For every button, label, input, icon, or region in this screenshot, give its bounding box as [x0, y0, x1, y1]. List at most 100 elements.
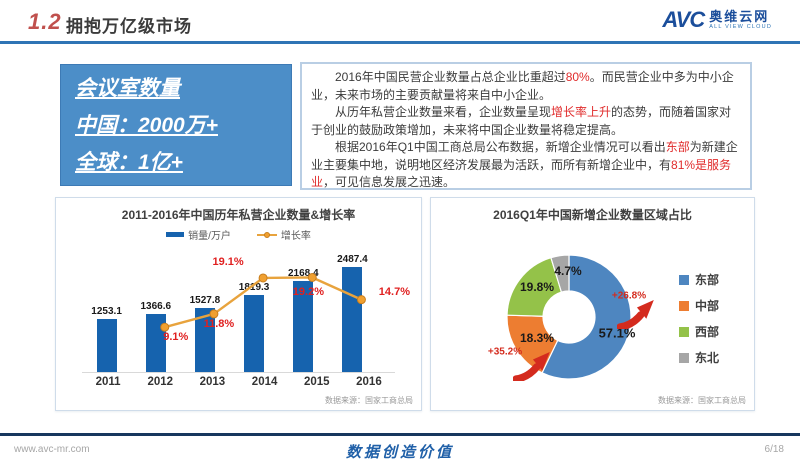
legend-label: 西部 [695, 325, 720, 339]
logo-abbr: AVC [662, 7, 705, 32]
bar-value-label: 1527.8 [189, 294, 221, 306]
donut-chart-title: 2016Q1年中国新增企业数量区域占比 [493, 208, 692, 222]
highlight-box: 会议室数量中国：2000万+ 全球：1亿+ [60, 64, 292, 186]
section-number: 1.2 [28, 9, 62, 34]
x-axis-label: 2012 [147, 376, 174, 388]
bar-chart-panel: 2011-2016年中国历年私营企业数量&增长率 销量/万户 增长率 1253.1… [55, 197, 422, 411]
annotation-arrow [616, 299, 655, 334]
body-text: 为新建企业主要集中地，说明地区经济发展最为活跃，而所有新增企业中，有 [311, 140, 738, 172]
logo-name-cn: 奥维云网 [709, 8, 770, 24]
line-swatch-icon [256, 231, 277, 239]
line-marker [258, 273, 268, 283]
x-axis-label: 2013 [199, 376, 226, 388]
summary-paragraph: 2016年中国民营企业数量占总企业比重超过80%。而民营企业中多为中小企业，未来… [311, 69, 741, 104]
donut-area: 57.1% 18.3% 19.8% 4.7% +26.8% +35.2% 东部中部西部东北 [431, 225, 754, 393]
body-text: 根据2016年Q1中国工商总局公布数据，新增企业情况可以看出 [335, 140, 666, 154]
highlight-text: 增长率上升 [551, 105, 612, 119]
logo-name-en: ALL VIEW CLOUD [709, 23, 772, 30]
summary-paragraph: 根据2016年Q1中国工商总局公布数据，新增企业情况可以看出东部为新建企业主要集… [311, 139, 741, 189]
growth-annotation: +35.2% [487, 346, 523, 358]
legend-label: 增长率 [280, 231, 311, 242]
bar-legend: 销量/万户 增长率 [56, 227, 421, 242]
x-axis-label: 2014 [251, 376, 278, 388]
summary-paragraphs: 2016年中国民营企业数量占总企业比重超过80%。而民营企业中多为中小企业，未来… [311, 69, 741, 189]
footer-website: www.avc-mr.com [14, 444, 90, 455]
highlight-line: 中国：2000万+ [75, 113, 218, 137]
growth-rate-label: 19.1% [212, 255, 244, 268]
x-axis-label: 2015 [303, 376, 330, 388]
legend-swatch-icon [679, 274, 689, 285]
legend-item: 销量/万户 [166, 227, 231, 242]
bar-value-label: 2168.4 [287, 267, 319, 279]
footer-slogan: 数据创造价值 [345, 443, 454, 461]
legend-swatch-icon [679, 300, 689, 311]
slice-percent-label: 4.7% [554, 264, 582, 278]
slice-percent-label: 57.1% [598, 325, 636, 341]
red-arrow-icon [616, 299, 654, 331]
legend-label: 中部 [695, 299, 720, 313]
slice-percent-label: 18.3% [519, 331, 555, 345]
x-axis-label: 2016 [356, 376, 382, 388]
donut-slice [550, 254, 570, 293]
line-marker [160, 322, 170, 332]
highlight-text: 80% [565, 70, 590, 84]
growth-annotation: +26.8% [611, 290, 647, 302]
bar-chart-title: 2011-2016年中国历年私营企业数量&增长率 [121, 208, 356, 222]
legend-label: 东北 [695, 351, 720, 365]
legend-label: 东部 [695, 273, 720, 287]
line-marker [209, 309, 219, 319]
growth-rate-label: 14.7% [378, 285, 411, 298]
highlight-line: 会议室数量 [75, 76, 180, 100]
donut-legend: 东部 中部 西部 东北 [679, 271, 719, 366]
body-text: 的态势，而随着国家对于创业的鼓励政策增加，未来将中国企业数量将稳定提高。 [311, 105, 732, 137]
footer: www.avc-mr.com 数据创造价值 6/18 [0, 433, 800, 467]
highlight-line: 全球：1亿+ [75, 150, 183, 174]
slice-percent-label: 19.8% [519, 280, 555, 294]
bar-value-label: 1819.3 [238, 282, 270, 294]
summary-paragraph: 从历年私营企业数量来看，企业数量呈现增长率上升的态势，而随着国家对于创业的鼓励政… [311, 104, 741, 139]
bar [194, 307, 215, 372]
growth-rate-label: 19.2% [292, 285, 325, 298]
bar [96, 319, 117, 372]
legend-swatch-icon [679, 326, 689, 337]
legend-item: 增长率 [256, 227, 311, 242]
x-axis-label: 2011 [95, 376, 121, 388]
avc-logo: AVC 奥维云网 ALL VIEW CLOUD [662, 7, 772, 33]
highlight-text: 东部 [665, 140, 690, 154]
bar-value-label: 1253.1 [91, 306, 122, 318]
header: 1.2 拥抱万亿级市场 AVC 奥维云网 ALL VIEW CLOUD [0, 0, 800, 44]
legend-item: 西部 [679, 323, 719, 340]
page-number: 6/18 [764, 444, 784, 455]
growth-line [160, 272, 366, 332]
red-arrow-icon [512, 351, 550, 383]
donut-chart-panel: 2016Q1年中国新增企业数量区域占比 57.1% 18.3% 19.8% 4.7% +… [430, 197, 755, 411]
line-marker [307, 272, 317, 282]
bar-swatch-icon [166, 232, 185, 237]
bar [293, 280, 314, 372]
legend-item: 东北 [679, 349, 719, 366]
body-text: 。而民营企业中多为中小企业，未来市场的主要贡献量将来自中小企业。 [311, 70, 734, 102]
highlight-text: 81%是服务业 [311, 157, 732, 189]
legend-label: 销量/万户 [188, 231, 231, 242]
body-text: 从历年私营企业数量来看，企业数量呈现 [335, 105, 552, 119]
bar-plot: 1253.1 1366.6 1527.8 1819.3 2168.4 2487.4 9.1%… [82, 244, 410, 372]
summary-panel: 2016年中国民营企业数量占总企业比重超过80%。而民营企业中多为中小企业，未来… [300, 62, 752, 190]
donut-slice [541, 254, 632, 380]
donut-source-note: 数据来源：国家工商总局 [658, 396, 746, 405]
body-text: ，可见信息发展之迅速。 [323, 175, 456, 189]
growth-rate-label: 11.8% [203, 317, 235, 330]
legend-item: 东部 [679, 271, 719, 288]
bar-source-note: 数据来源：国家工商总局 [325, 396, 413, 405]
page-title: 拥抱万亿级市场 [66, 17, 192, 36]
legend-item: 中部 [679, 297, 719, 314]
growth-rate-label: 9.1% [163, 331, 189, 344]
annotation-arrow [512, 351, 551, 386]
bar-x-axis: 2011 2012 2013 2014 2015 2016 [82, 372, 395, 388]
line-marker [356, 295, 366, 305]
bar-value-label: 2487.4 [337, 254, 368, 266]
legend-swatch-icon [679, 352, 689, 363]
bar [244, 295, 265, 372]
bar-value-label: 1366.6 [140, 301, 172, 313]
body-text: 2016年中国民营企业数量占总企业比重超过 [335, 70, 566, 84]
